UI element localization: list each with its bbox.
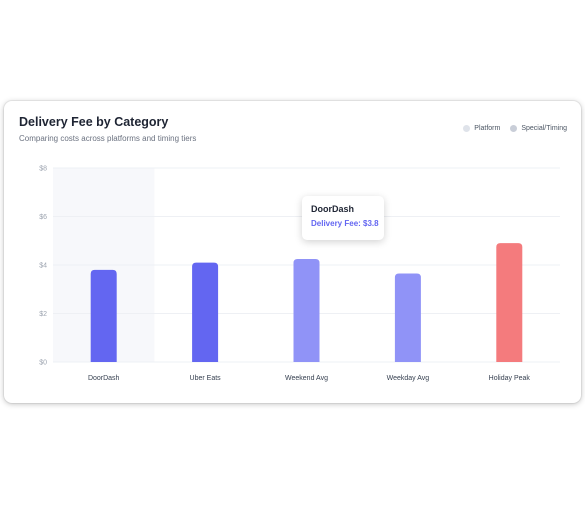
- bar: [293, 258, 320, 362]
- x-tick-label: Weekday Avg: [387, 375, 430, 382]
- tooltip-value: Delivery Fee: $3.8: [311, 219, 379, 228]
- y-tick-label: $2: [39, 311, 47, 318]
- y-tick-label: $0: [39, 360, 47, 367]
- bar: [192, 262, 219, 362]
- legend-label-special-timing: Special/Timing: [521, 125, 567, 132]
- x-tick-label: Uber Eats: [190, 375, 222, 382]
- tooltip-title: DoorDash: [311, 204, 355, 214]
- y-tick-label: $4: [39, 263, 47, 270]
- bar: [496, 243, 523, 362]
- chart-card: Delivery Fee by Category Comparing costs…: [4, 101, 581, 403]
- x-tick-label: Holiday Peak: [489, 375, 531, 382]
- legend-label-platform: Platform: [474, 125, 501, 132]
- tooltip: DoorDash Delivery Fee: $3.8: [302, 196, 384, 240]
- chart-subtitle: Comparing costs across platforms and tim…: [19, 134, 197, 143]
- chart-legend: Platform Special/Timing: [463, 125, 567, 132]
- legend-swatch-platform: [463, 125, 471, 132]
- legend-item-platform[interactable]: Platform: [463, 125, 500, 132]
- legend-item-special-timing[interactable]: Special/Timing: [510, 125, 567, 132]
- y-tick-label: $6: [39, 214, 47, 221]
- x-tick-label: DoorDash: [88, 375, 120, 382]
- chart-title: Delivery Fee by Category: [19, 115, 169, 129]
- bar-chart: $0 $2 $4 $6 $8 DoorDash Uber Eats Weekend Avg We…: [39, 166, 560, 382]
- x-tick-label: Weekend Avg: [285, 375, 328, 382]
- y-tick-label: $8: [39, 166, 47, 173]
- bar: [90, 269, 117, 362]
- legend-swatch-special-timing: [510, 125, 518, 132]
- bar: [394, 273, 421, 362]
